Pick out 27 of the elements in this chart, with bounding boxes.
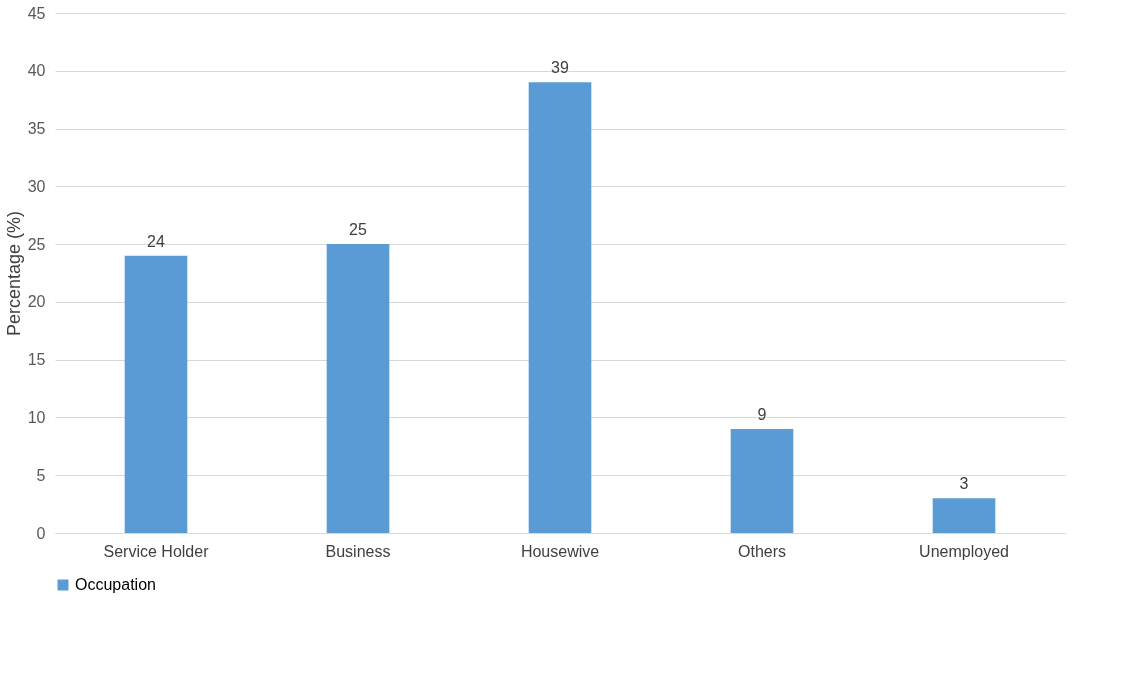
bar [730, 429, 794, 533]
x-tick-label: Business [325, 542, 391, 560]
y-tick-label: 20 [27, 293, 46, 311]
y-tick-label: 0 [36, 524, 46, 542]
x-tick-label: Unemployed [919, 542, 1009, 560]
y-tick-label: 25 [27, 235, 46, 253]
legend-label: Occupation [75, 576, 156, 593]
y-tick-label: 35 [27, 120, 46, 138]
bar [326, 244, 390, 533]
data-label: 39 [551, 59, 569, 77]
data-label: 24 [147, 232, 165, 250]
x-tick-label: Service Holder [103, 542, 210, 560]
y-tick-label: 15 [27, 351, 46, 369]
y-tick-label: 45 [27, 4, 46, 22]
bar [932, 498, 996, 533]
bar [124, 255, 188, 533]
x-tick-label: Others [737, 542, 787, 560]
data-label: 25 [349, 221, 367, 239]
data-label: 9 [757, 406, 767, 423]
data-label: 3 [959, 475, 969, 493]
x-tick-label: Housewive [520, 542, 600, 560]
bar [528, 82, 592, 533]
y-tick-label: 40 [27, 62, 46, 80]
y-tick-label: 5 [36, 466, 46, 484]
y-tick-label: 30 [27, 177, 46, 195]
y-axis-title: Percentage (%) [3, 210, 24, 337]
y-tick-label: 10 [27, 408, 46, 426]
